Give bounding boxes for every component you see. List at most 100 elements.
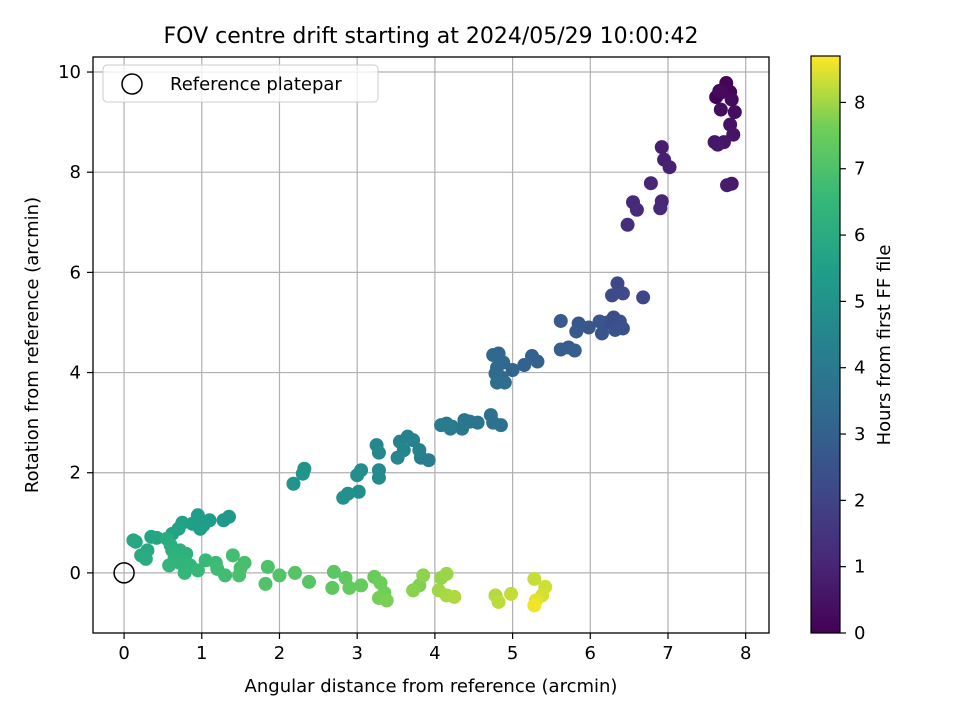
colorbar-tick-label: 1	[854, 557, 865, 578]
data-point	[592, 314, 607, 329]
data-point	[486, 348, 501, 363]
data-point	[406, 583, 421, 598]
x-tick-label: 5	[507, 643, 518, 664]
x-tick-label: 7	[662, 643, 673, 664]
data-point	[326, 564, 341, 579]
data-point	[350, 468, 365, 483]
data-point	[712, 84, 727, 99]
data-point	[216, 513, 231, 528]
data-point	[490, 375, 505, 390]
y-tick-label: 4	[70, 363, 81, 384]
data-point	[371, 470, 386, 485]
data-point	[288, 565, 303, 580]
data-point	[232, 568, 247, 583]
data-point	[654, 140, 669, 155]
data-point	[594, 326, 609, 341]
data-point	[527, 571, 542, 586]
data-point	[569, 324, 584, 339]
data-point	[530, 354, 545, 369]
reference-point-marker	[113, 562, 135, 584]
grid	[93, 57, 769, 633]
legend-marker-icon	[121, 73, 143, 95]
data-point	[325, 580, 340, 595]
data-point	[605, 288, 620, 303]
colorbar-tick-label: 4	[854, 358, 865, 379]
y-tick-label: 0	[70, 563, 81, 584]
data-point	[504, 586, 519, 601]
legend: Reference platepar	[102, 64, 379, 103]
colorbar-label: Hours from first FF file	[874, 245, 895, 446]
data-point	[342, 580, 357, 595]
colorbar-ticks: 0 1 2 3 4 5 6 7 8	[840, 92, 865, 644]
data-point	[351, 484, 366, 499]
colorbar: 0 1 2 3 4 5 6 7 8 Hours from first FF file	[810, 55, 895, 644]
data-point	[177, 565, 192, 580]
data-point	[505, 363, 520, 378]
y-axis-label: Rotation from reference (arcmin)	[22, 197, 43, 493]
y-axis: 0 2 4 6 8 10	[58, 62, 93, 584]
data-point	[258, 576, 273, 591]
data-point	[724, 92, 739, 107]
x-axis: 0 1 2 3 4 5 6 7 8	[118, 633, 751, 664]
data-point	[720, 178, 735, 193]
data-point	[493, 418, 508, 433]
data-point	[491, 594, 506, 609]
data-point	[726, 127, 741, 142]
colorbar-tick-label: 8	[854, 92, 865, 113]
data-point	[629, 202, 644, 217]
chart-title: FOV centre drift starting at 2024/05/29 …	[164, 24, 699, 49]
data-point	[149, 530, 164, 545]
data-point	[727, 105, 742, 120]
data-point	[636, 290, 651, 305]
data-point	[237, 555, 252, 570]
colorbar-tick-label: 7	[854, 159, 865, 180]
data-point	[713, 102, 728, 117]
x-tick-label: 3	[351, 643, 362, 664]
x-tick-label: 1	[196, 643, 207, 664]
data-point	[354, 578, 369, 593]
x-tick-label: 6	[585, 643, 596, 664]
data-points	[126, 76, 742, 613]
data-point	[567, 343, 582, 358]
legend-box	[102, 64, 379, 103]
data-point	[371, 445, 386, 460]
reference-marker	[113, 562, 135, 584]
data-point	[336, 490, 351, 505]
data-point	[662, 160, 677, 175]
data-point	[302, 574, 317, 589]
colorbar-tick-label: 2	[854, 490, 865, 511]
y-tick-label: 6	[70, 262, 81, 283]
x-tick-label: 8	[740, 643, 751, 664]
data-point	[643, 176, 658, 191]
data-point	[218, 568, 233, 583]
data-point	[295, 466, 310, 481]
data-point	[185, 516, 200, 531]
data-point	[162, 558, 177, 573]
data-point	[447, 589, 462, 604]
data-point	[710, 137, 725, 152]
y-tick-label: 10	[58, 62, 81, 83]
data-point	[379, 593, 394, 608]
data-point	[439, 566, 454, 581]
data-point	[620, 217, 635, 232]
data-point	[553, 313, 568, 328]
data-point	[412, 443, 427, 458]
colorbar-tick-label: 6	[854, 225, 865, 246]
legend-entry-label: Reference platepar	[170, 74, 342, 95]
data-point	[443, 421, 458, 436]
data-point	[138, 551, 153, 566]
data-point	[286, 476, 301, 491]
plot-area-frame	[92, 56, 770, 634]
data-point	[260, 559, 275, 574]
data-point	[653, 201, 668, 216]
x-tick-label: 0	[118, 643, 129, 664]
data-point	[608, 322, 623, 337]
y-tick-label: 2	[70, 463, 81, 484]
x-axis-label: Angular distance from reference (arcmin)	[245, 676, 618, 697]
x-tick-label: 2	[274, 643, 285, 664]
y-tick-label: 8	[70, 162, 81, 183]
data-point	[416, 568, 431, 583]
colorbar-tick-label: 5	[854, 291, 865, 312]
data-point	[615, 286, 630, 301]
colorbar-tick-label: 0	[854, 623, 865, 644]
